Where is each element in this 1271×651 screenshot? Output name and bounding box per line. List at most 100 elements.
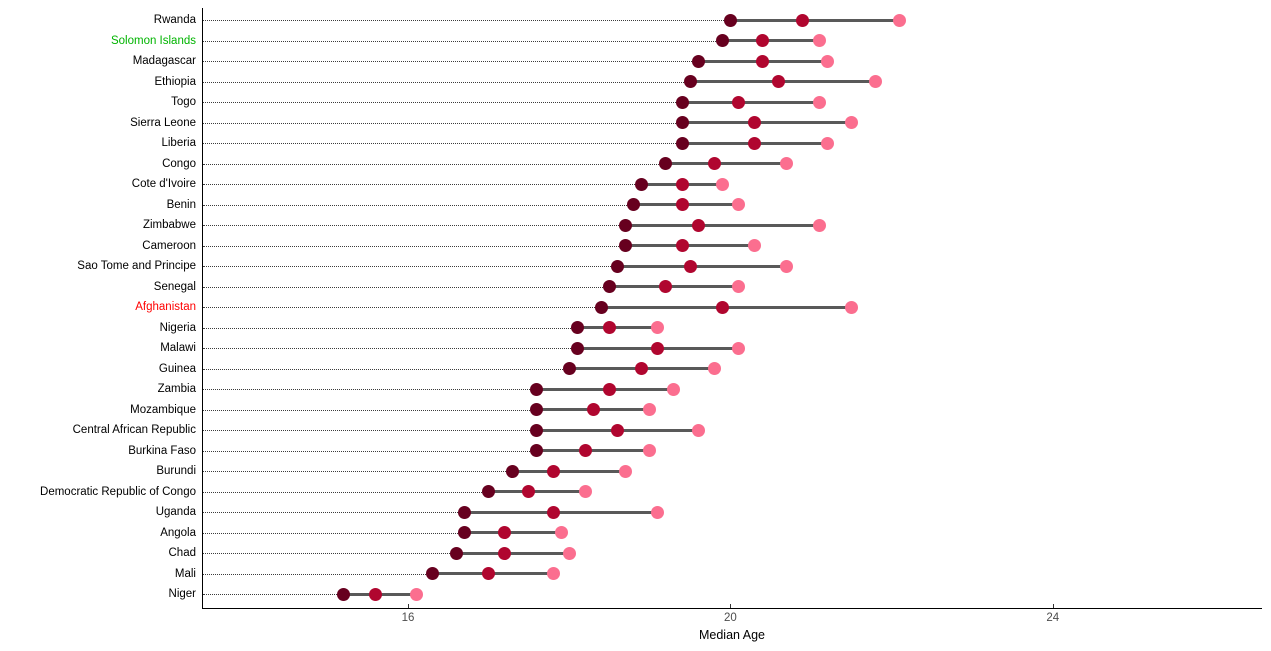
dot-dark bbox=[425, 567, 439, 580]
row-label: Cameroon bbox=[142, 239, 196, 252]
grid-leader-line bbox=[203, 61, 692, 62]
grid-leader-line bbox=[203, 40, 716, 42]
x-tick-label: 24 bbox=[1046, 612, 1060, 624]
grid-leader-line bbox=[203, 245, 620, 247]
dumbbell-connector bbox=[609, 285, 739, 288]
dot-medium bbox=[522, 485, 536, 498]
dot-dark bbox=[530, 403, 544, 416]
dot-medium bbox=[611, 423, 625, 437]
x-axis-tick bbox=[408, 604, 409, 608]
row-label: Congo bbox=[162, 157, 196, 170]
dot-light bbox=[643, 444, 657, 457]
dot-medium bbox=[748, 136, 762, 150]
dot-light bbox=[643, 403, 657, 416]
dot-medium bbox=[675, 239, 689, 252]
row-label: Rwanda bbox=[153, 14, 196, 26]
grid-leader-line bbox=[203, 368, 563, 370]
dot-dark bbox=[635, 177, 649, 191]
row-label: Madagascar bbox=[132, 55, 196, 67]
dot-light bbox=[820, 54, 834, 68]
row-label: Niger bbox=[168, 588, 196, 600]
dot-medium bbox=[756, 34, 770, 47]
dumbbell-connector bbox=[665, 162, 787, 165]
dumbbell-connector bbox=[682, 100, 820, 104]
dot-dark bbox=[506, 464, 520, 478]
dot-dark bbox=[457, 505, 471, 519]
grid-leader-line bbox=[203, 348, 571, 349]
grid-leader-line bbox=[203, 184, 636, 185]
dumbbell-connector bbox=[464, 510, 658, 514]
row-label: Uganda bbox=[155, 506, 196, 518]
dot-light bbox=[578, 485, 592, 498]
dot-light bbox=[812, 95, 826, 109]
dot-dark bbox=[627, 198, 641, 211]
dot-dark bbox=[603, 280, 616, 293]
dot-light bbox=[893, 13, 907, 27]
grid-leader-line bbox=[203, 409, 531, 411]
dumbbell-connector bbox=[536, 449, 650, 452]
row-label: Benin bbox=[166, 198, 196, 211]
dot-light bbox=[844, 300, 858, 314]
dot-dark bbox=[449, 546, 463, 560]
dot-dark bbox=[683, 75, 697, 88]
dumbbell-connector bbox=[456, 551, 570, 555]
grid-leader-line bbox=[203, 430, 531, 431]
dot-medium bbox=[748, 116, 762, 129]
dumbbell-connector bbox=[464, 531, 562, 534]
dot-light bbox=[731, 198, 745, 211]
dot-medium bbox=[675, 198, 689, 211]
dumbbell-connector bbox=[722, 39, 820, 42]
row-label: Liberia bbox=[161, 137, 196, 149]
row-label: Chad bbox=[168, 547, 197, 559]
dot-dark bbox=[659, 157, 673, 170]
grid-leader-line bbox=[203, 327, 571, 329]
dot-light bbox=[667, 382, 681, 396]
row-label: Sierra Leone bbox=[130, 116, 196, 129]
grid-leader-line bbox=[203, 573, 426, 575]
row-label: Afghanistan bbox=[135, 301, 196, 313]
dot-dark bbox=[457, 526, 471, 539]
grid-leader-line bbox=[203, 225, 620, 226]
dot-light bbox=[409, 587, 423, 601]
dot-medium bbox=[691, 218, 705, 232]
dot-medium bbox=[578, 444, 592, 457]
dot-medium bbox=[683, 259, 697, 273]
dumbbell-connector bbox=[512, 469, 626, 473]
dot-light bbox=[651, 321, 665, 334]
grid-leader-line bbox=[203, 81, 684, 83]
dot-medium bbox=[659, 280, 673, 293]
dot-medium bbox=[546, 505, 560, 519]
row-label: Angola bbox=[160, 526, 196, 539]
dot-dark bbox=[482, 485, 496, 498]
dot-medium bbox=[796, 13, 810, 27]
row-label: Mali bbox=[174, 567, 196, 580]
dot-dark bbox=[530, 444, 544, 457]
x-tick-label: 16 bbox=[401, 612, 415, 624]
dumbbell-connector bbox=[682, 121, 852, 124]
y-axis-line bbox=[202, 8, 203, 608]
dot-medium bbox=[603, 382, 616, 396]
dot-dark bbox=[611, 259, 625, 273]
dot-light bbox=[619, 464, 633, 478]
dot-dark bbox=[723, 13, 737, 27]
dot-dark bbox=[530, 423, 544, 437]
dot-light bbox=[554, 526, 568, 539]
grid-leader-line bbox=[203, 102, 676, 103]
dot-medium bbox=[498, 526, 512, 539]
dot-medium bbox=[546, 464, 560, 478]
dot-dark bbox=[691, 54, 705, 68]
dot-dark bbox=[675, 136, 689, 150]
dot-medium bbox=[756, 54, 770, 68]
dumbbell-connector bbox=[625, 244, 755, 247]
dot-dark bbox=[570, 321, 584, 334]
dot-dark bbox=[715, 34, 729, 47]
dot-light bbox=[780, 259, 794, 273]
dot-medium bbox=[707, 157, 721, 170]
dot-medium bbox=[675, 177, 689, 191]
dot-dark bbox=[562, 362, 576, 375]
dot-dark bbox=[594, 300, 608, 314]
dumbbell-connector bbox=[577, 326, 658, 329]
dot-light bbox=[651, 505, 665, 519]
grid-leader-line bbox=[203, 594, 338, 595]
